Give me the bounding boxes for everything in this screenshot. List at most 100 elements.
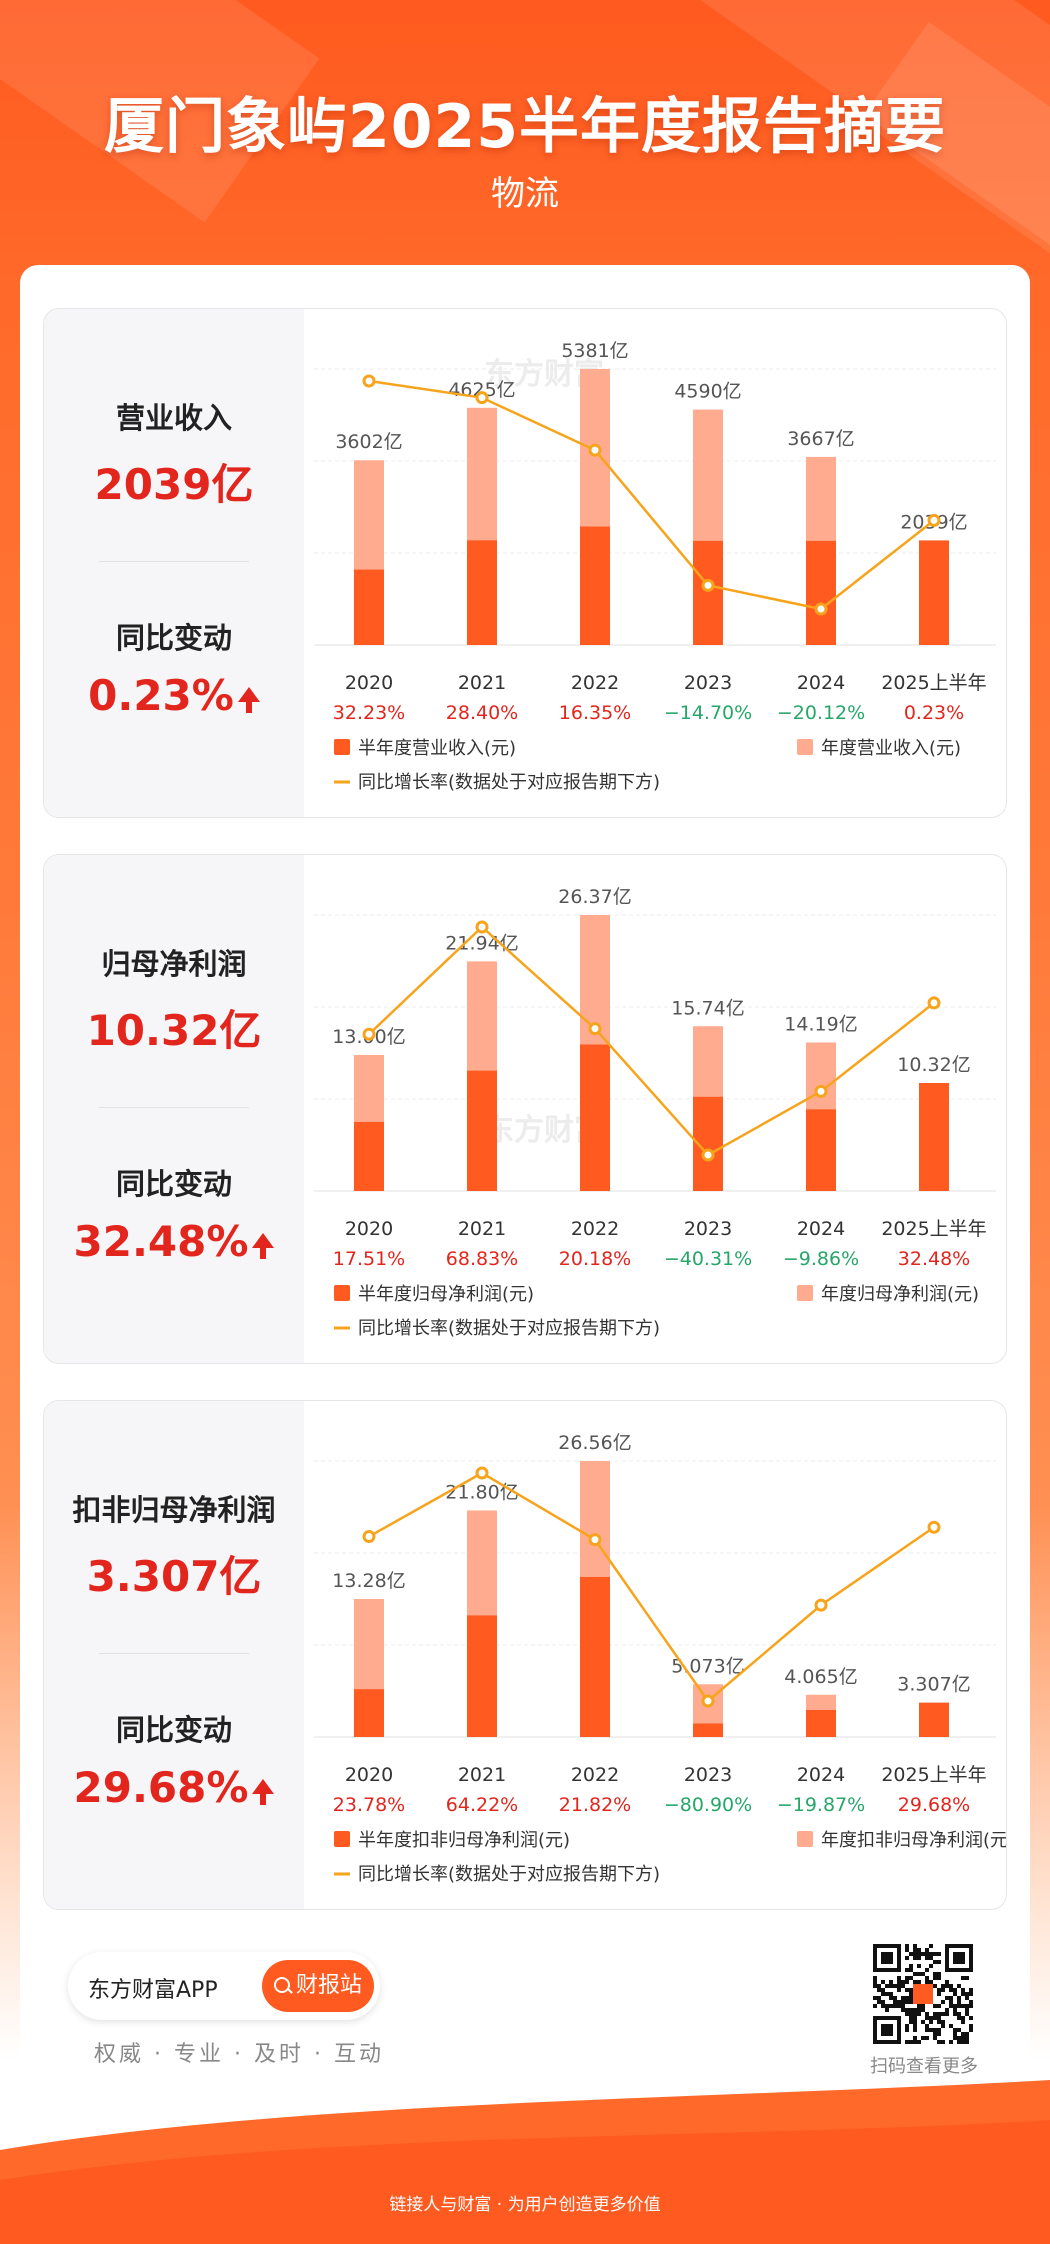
qr-module: [913, 2024, 917, 2028]
qr-logo: [913, 1984, 933, 2004]
deducted-profit-value: 3.307亿: [86, 1552, 262, 1601]
category-label: 2025上半年: [881, 1764, 986, 1786]
qr-module: [945, 1980, 949, 1984]
bar-value-label: 3602亿: [335, 431, 402, 453]
qr-code[interactable]: [873, 1944, 973, 2044]
qr-module: [913, 1972, 917, 1976]
half-year-bar: [580, 1044, 610, 1191]
qr-module: [905, 1956, 909, 1960]
qr-module: [937, 1972, 941, 1976]
qr-module: [929, 1952, 933, 1956]
net-profit-change-row: 32.48%: [44, 1217, 304, 1266]
revenue-card: 营业收入 2039亿 同比变动 0.23% 东方财富 3602亿 2020 32.2…: [43, 308, 1007, 818]
category-label: 2023: [684, 1764, 732, 1786]
qr-module: [965, 2004, 969, 2008]
qr-module: [957, 1984, 961, 1988]
qr-module: [961, 1988, 965, 1992]
deducted-profit-chart: 13.28亿 2020 23.78% 21.80亿 2021 64.22% 26.56亿 20…: [314, 1432, 1006, 1885]
qr-module: [941, 2020, 945, 2024]
qr-module: [897, 2004, 901, 2008]
qr-module: [941, 1984, 945, 1988]
qr-module: [949, 2024, 953, 2028]
qr-module: [925, 1968, 929, 1972]
growth-point: [475, 391, 489, 405]
qr-module: [877, 2000, 881, 2004]
qr-module: [877, 1996, 881, 2000]
qr-module: [937, 2020, 941, 2024]
deducted-profit-change-label: 同比变动: [115, 1713, 232, 1747]
legend-annual-swatch: [797, 1285, 813, 1301]
half-year-bar: [580, 526, 610, 645]
growth-rate-label: −19.87%: [777, 1794, 865, 1816]
qr-module: [913, 2036, 917, 2040]
qr-module: [909, 2000, 913, 2004]
qr-module: [901, 2000, 905, 2004]
revenue-change-label: 同比变动: [115, 621, 232, 655]
qr-module: [889, 1996, 893, 2000]
revenue-change-row: 0.23%: [44, 671, 304, 720]
qr-module: [885, 1984, 889, 1988]
legend-half-year-swatch: [334, 1285, 350, 1301]
qr-module: [965, 2036, 969, 2040]
qr-module: [905, 1988, 909, 1992]
qr-module: [945, 2012, 949, 2016]
legend-growth-label: 同比增长率(数据处于对应报告期下方): [358, 772, 660, 793]
growth-rate-label: 21.82%: [559, 1794, 631, 1816]
half-year-bar: [806, 540, 836, 645]
qr-module: [901, 2004, 905, 2008]
growth-point: [362, 374, 376, 388]
qr-module: [901, 1984, 905, 1988]
revenue-chart: 3602亿202032.23%4625亿202128.40%5381亿20221…: [314, 340, 996, 793]
half-year-bar: [919, 1702, 949, 1737]
growth-rate-label: 29.68%: [898, 1794, 970, 1816]
qr-module: [901, 1980, 905, 1984]
qr-module: [921, 2004, 925, 2008]
report-station-button[interactable]: 财报站: [262, 1960, 374, 2012]
revenue-value: 2039亿: [94, 460, 254, 509]
qr-module: [965, 2032, 969, 2036]
qr-module: [953, 1988, 957, 1992]
up-arrow-icon: [252, 1779, 275, 1805]
qr-module: [913, 1948, 917, 1952]
page-title: 厦门象屿2025半年度报告摘要: [104, 92, 946, 162]
revenue-label: 营业收入: [115, 401, 232, 435]
qr-module: [929, 1956, 933, 1960]
qr-module: [909, 1996, 913, 2000]
net-profit-change-value: 32.48%: [73, 1217, 249, 1266]
summary-divider: [99, 1653, 249, 1654]
qr-module: [893, 1984, 897, 1988]
qr-module: [909, 1992, 913, 1996]
qr-module: [909, 2008, 913, 2012]
bar-value-label: 5.073亿: [671, 1655, 744, 1677]
net-profit-chart: 13.00亿202017.51%21.94亿202168.83%26.37亿20…: [314, 886, 996, 1339]
growth-point: [814, 1084, 828, 1098]
bar-value-label: 4590亿: [674, 381, 741, 403]
qr-module: [965, 2040, 969, 2044]
category-label: 2020: [345, 672, 393, 694]
qr-module: [889, 1992, 893, 1996]
qr-module: [905, 2024, 909, 2028]
qr-module: [873, 1976, 877, 1980]
qr-module: [925, 2024, 929, 2028]
qr-module: [969, 1988, 973, 1992]
qr-module: [909, 2012, 913, 2016]
growth-rate-label: 16.35%: [559, 702, 631, 724]
qr-module: [941, 2040, 945, 2044]
legend-half-year-label: 半年度扣非归母净利润(元): [358, 1830, 570, 1851]
qr-module: [905, 1968, 909, 1972]
qr-module: [937, 2040, 941, 2044]
growth-rate-label: 20.18%: [559, 1248, 631, 1270]
qr-module: [909, 2040, 913, 2044]
qr-module: [925, 2036, 929, 2040]
qr-module: [909, 1976, 913, 1980]
qr-module: [941, 2012, 945, 2016]
qr-module: [905, 1948, 909, 1952]
qr-module: [917, 2040, 921, 2044]
category-label: 2021: [458, 672, 506, 694]
growth-rate-label: 17.51%: [333, 1248, 405, 1270]
qr-module: [933, 2032, 937, 2036]
legend-annual-label: 年度归母净利润(元): [821, 1284, 979, 1305]
qr-module: [949, 2004, 953, 2008]
qr-module: [933, 1984, 937, 1988]
qr-module: [929, 1944, 933, 1948]
